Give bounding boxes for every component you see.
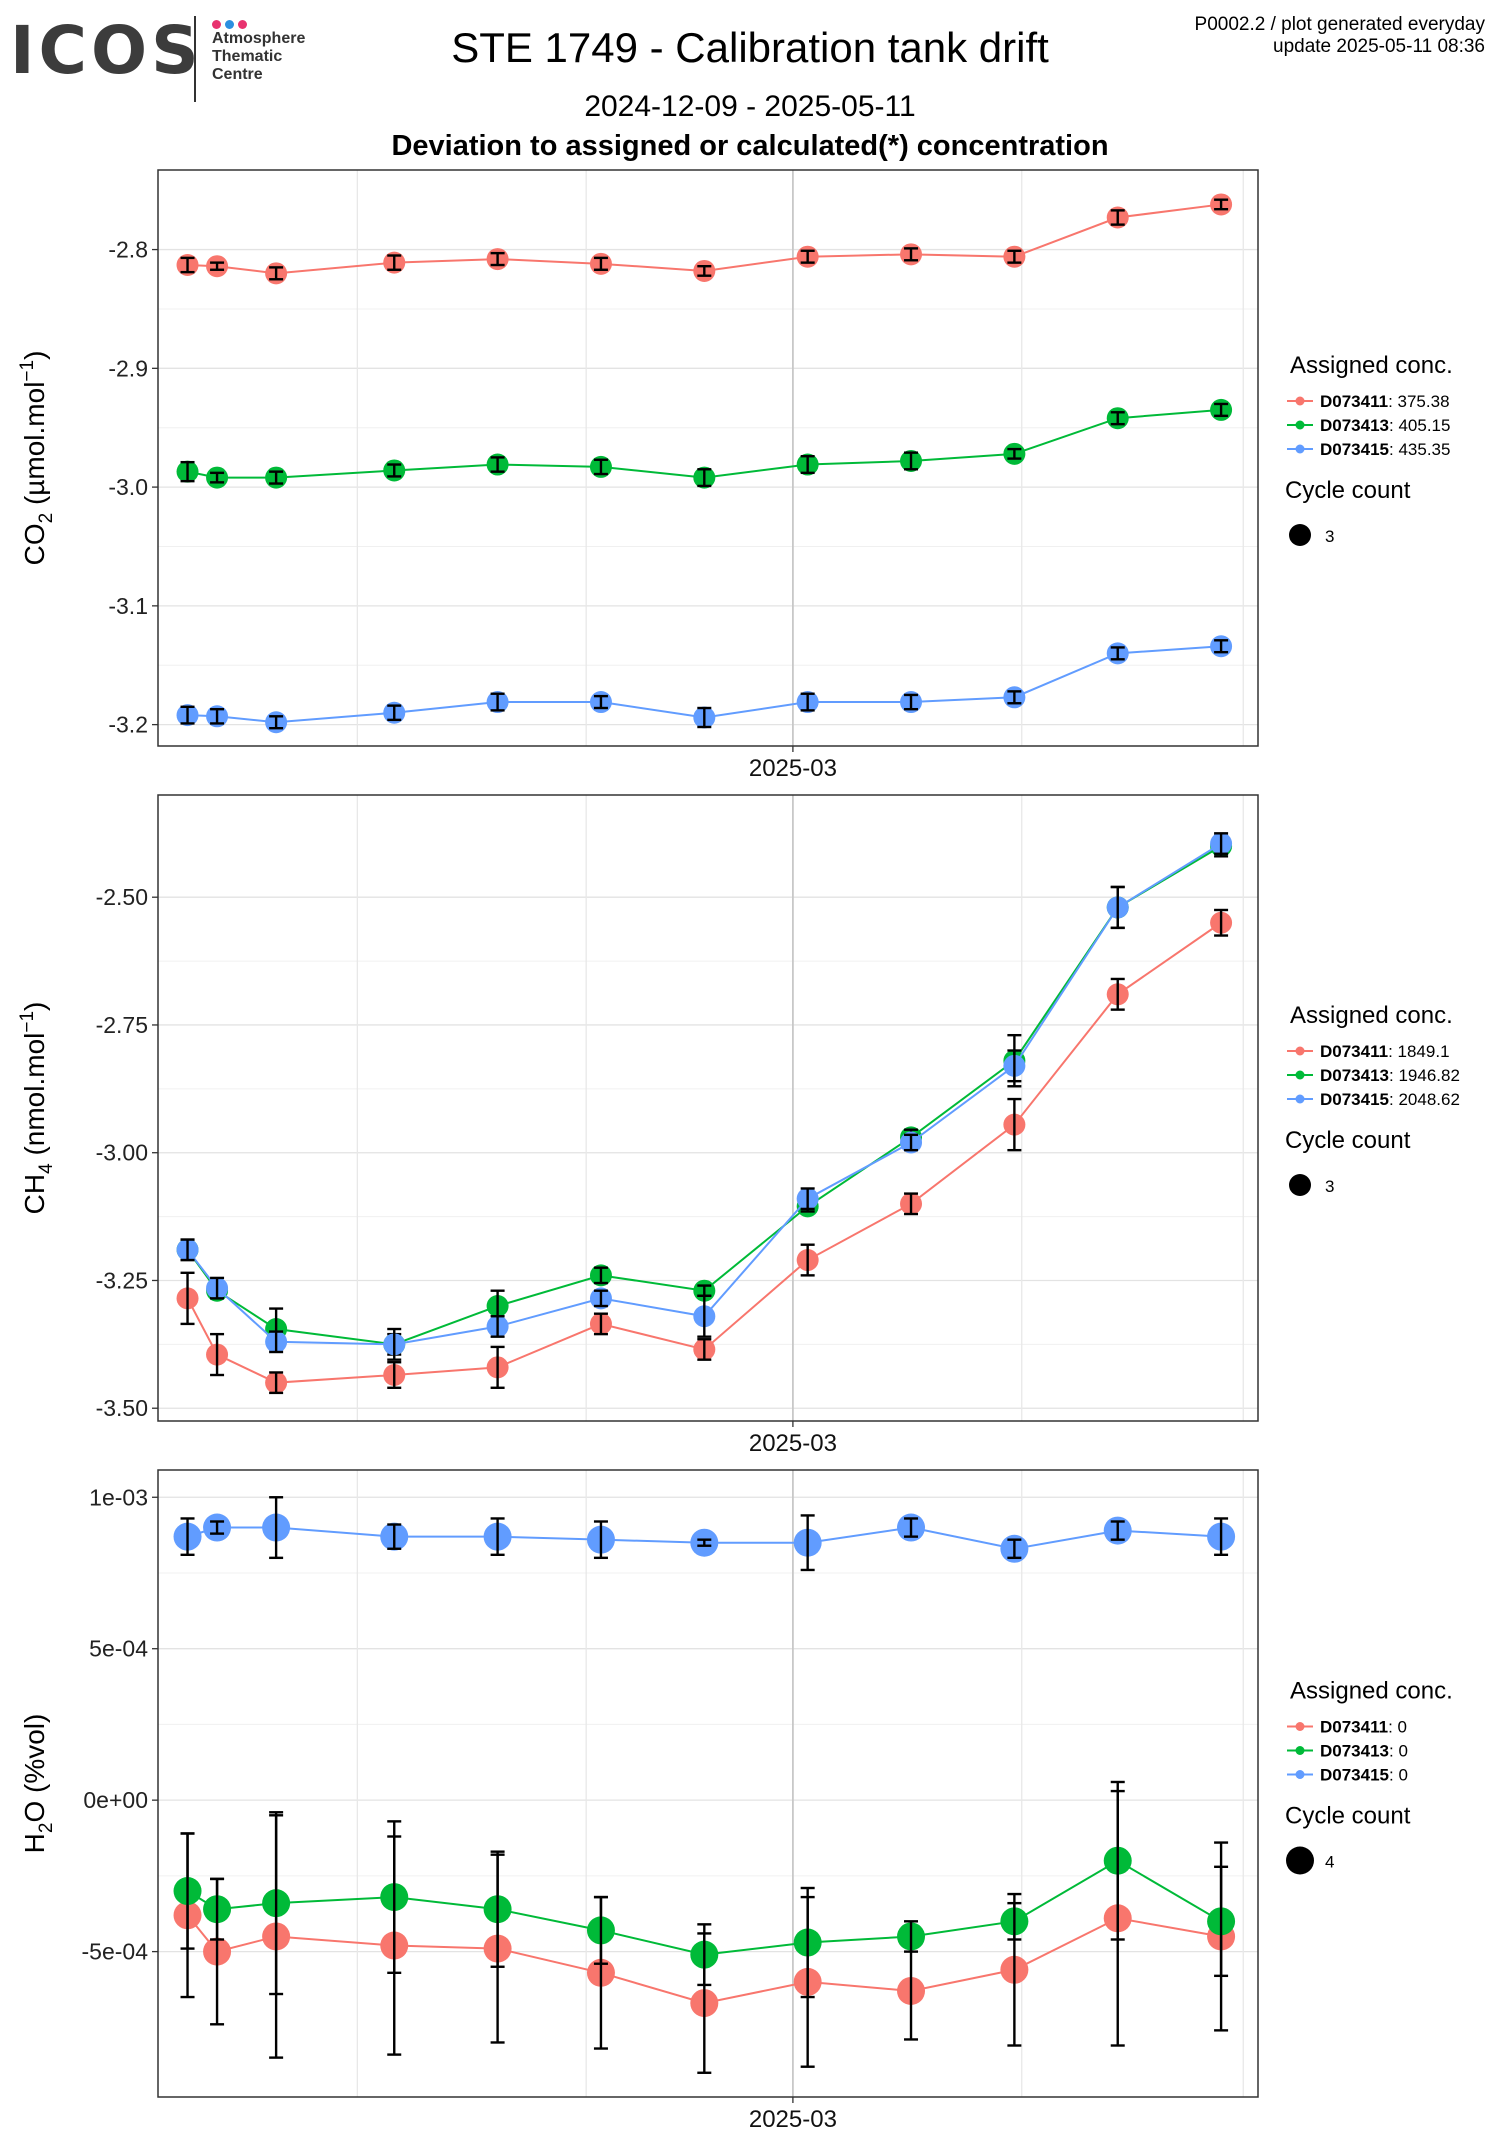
legend-entry: D073415: 0 <box>1320 1766 1408 1785</box>
chart-panel: -3.2 -3.1 -3.0 -2.9 -2.8 2025-03 CO2 (µmol.mol… <box>17 169 1453 782</box>
legend-cycle-value: 3 <box>1325 527 1334 546</box>
legend-entry: D073413: 0 <box>1320 1742 1408 1761</box>
series-D073415 <box>176 832 1233 1361</box>
y-tick-label: 5e-04 <box>89 1636 148 1662</box>
y-tick-label: -2.8 <box>108 237 148 263</box>
legend-key-point <box>1295 420 1305 430</box>
y-tick-label: -3.25 <box>96 1267 148 1293</box>
logo-sub-line: Atmosphere <box>212 30 306 47</box>
legend-cycle-title: Cycle count <box>1285 1803 1411 1830</box>
chart-panel: -3.50 -3.25 -3.00 -2.75 -2.50 2025-03 CH4 (nmo… <box>17 794 1460 1457</box>
y-tick-label: -2.75 <box>96 1012 148 1038</box>
legend: Assigned conc. D073411: 0 D073413: 0 D07341… <box>1285 1678 1453 1875</box>
plot-border <box>157 794 1259 1422</box>
logo-dot <box>238 20 247 29</box>
generation-line: P0002.2 / plot generated everyday <box>1194 14 1485 35</box>
legend-title: Assigned conc. <box>1290 1678 1453 1705</box>
legend-key-point <box>1295 1722 1305 1731</box>
legend-entry: D073415: 435.35 <box>1320 440 1450 459</box>
x-tick-label: 2025-03 <box>749 1430 837 1457</box>
logo-sub-line: Thematic <box>212 48 283 65</box>
plot-background <box>158 795 1258 1421</box>
logo-subtitle: Atmosphere Thematic Centre <box>212 30 305 84</box>
series-D073413 <box>176 398 1233 489</box>
y-tick-label: -5e-04 <box>82 1939 149 1965</box>
x-tick-label: 2025-03 <box>749 755 837 782</box>
legend-key-point <box>1295 1770 1305 1779</box>
page-title: STE 1749 - Calibration tank drift <box>451 24 1049 71</box>
icos-logo: ICOS <box>10 12 203 89</box>
legend-cycle-title: Cycle count <box>1285 1127 1411 1154</box>
series-line <box>186 845 1222 1346</box>
y-axis-label: CO2 (µmol.mol−1) <box>17 351 57 566</box>
plot-border <box>157 1469 1259 2098</box>
y-tick-label: -2.50 <box>96 884 148 910</box>
legend-entry: D073413: 1946.82 <box>1320 1066 1460 1085</box>
legend-entry: D073413: 405.15 <box>1320 416 1450 435</box>
legend-key-point <box>1295 1746 1305 1755</box>
legend-key-point <box>1295 1070 1305 1080</box>
series-D073411 <box>176 908 1233 1395</box>
legend-title: Assigned conc. <box>1290 352 1453 379</box>
legend-key-point <box>1295 444 1305 454</box>
date-range: 2024-12-09 - 2025-05-11 <box>584 90 916 123</box>
x-tick-label: 2025-03 <box>749 2106 837 2133</box>
legend-cycle-title: Cycle count <box>1285 477 1411 504</box>
logo-dot <box>225 20 234 29</box>
generation-note: P0002.2 / plot generated everyday update… <box>1195 14 1485 58</box>
y-tick-label: -3.1 <box>108 593 148 619</box>
chart-panel: -5e-04 0e+00 5e-04 1e-03 2025-03 H2O (%vol) As… <box>19 1469 1453 2133</box>
legend-key-point <box>1295 1094 1305 1104</box>
series-D073415 <box>176 635 1233 734</box>
series-line <box>186 842 1222 1346</box>
y-tick-label: 0e+00 <box>83 1787 148 1813</box>
legend-cycle-point <box>1286 1846 1314 1875</box>
legend: Assigned conc. D073411: 1849.1 D073413: 19… <box>1285 1002 1460 1196</box>
legend-cycle-point <box>1289 1174 1311 1196</box>
plot-background <box>158 170 1258 746</box>
legend-cycle-point <box>1289 524 1311 546</box>
legend-entry: D073411: 375.38 <box>1320 392 1450 411</box>
y-tick-label: -3.00 <box>96 1140 148 1166</box>
logo-dot <box>212 20 221 29</box>
y-tick-label: 1e-03 <box>89 1484 148 1510</box>
y-tick-label: -2.9 <box>108 355 148 381</box>
logo-separator <box>194 16 196 102</box>
chart-subtitle: Deviation to assigned or calculated(*) c… <box>391 130 1109 162</box>
y-tick-label: -3.2 <box>108 712 148 738</box>
legend-key-point <box>1295 1046 1305 1056</box>
series-D073415 <box>173 1496 1236 1572</box>
legend: Assigned conc. D073411: 375.38 D073413: 40… <box>1285 352 1453 546</box>
plot-border <box>157 169 1259 747</box>
logo-sub-line: Centre <box>212 66 263 83</box>
legend-entry: D073411: 0 <box>1320 1718 1407 1737</box>
legend-entry: D073411: 1849.1 <box>1320 1042 1450 1061</box>
legend-key-point <box>1295 396 1305 406</box>
legend-title: Assigned conc. <box>1290 1002 1453 1029</box>
update-line: update 2025-05-11 08:36 <box>1273 36 1485 57</box>
y-tick-label: -3.0 <box>108 474 148 500</box>
legend-entry: D073415: 2048.62 <box>1320 1090 1460 1109</box>
legend-cycle-value: 3 <box>1325 1177 1334 1196</box>
y-tick-label: -3.50 <box>96 1395 148 1421</box>
y-axis-label: CH4 (nmol.mol−1) <box>17 1002 57 1215</box>
y-axis-label: H2O (%vol) <box>19 1714 57 1854</box>
logo-dots-icon <box>212 16 251 34</box>
series-D073411 <box>176 193 1233 285</box>
legend-cycle-value: 4 <box>1325 1853 1334 1872</box>
series-D073413 <box>173 1780 1236 1999</box>
